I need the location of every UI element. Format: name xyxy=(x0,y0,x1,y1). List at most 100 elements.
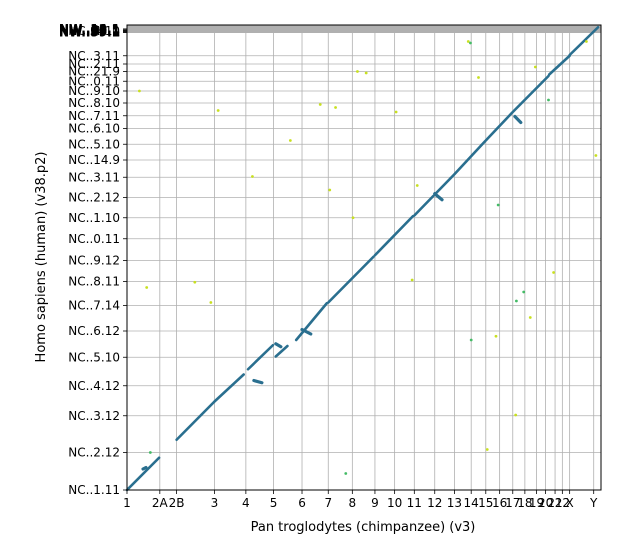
alignment-point xyxy=(477,76,480,79)
alignment-segment xyxy=(568,25,600,57)
x-tick-label: 22 xyxy=(555,496,570,510)
contig-label: NW..86.1 xyxy=(59,24,120,38)
x-tick-label: 2B xyxy=(169,496,185,510)
alignment-point xyxy=(466,40,470,43)
y-tick-label: NC..7.14 xyxy=(68,299,120,313)
alignment-point xyxy=(344,472,348,475)
alignment-point xyxy=(251,175,254,178)
alignment-point xyxy=(328,188,332,192)
y-tick-label: NC..2.12 xyxy=(68,191,120,205)
alignment-segment xyxy=(175,400,216,442)
alignment-point xyxy=(533,65,537,69)
alignment-segment xyxy=(274,344,289,358)
alignment-point xyxy=(469,41,472,45)
x-tick-label: 14 xyxy=(464,496,479,510)
x-tick-label: 19 xyxy=(529,496,544,510)
x-tick-label: 5 xyxy=(270,496,278,510)
alignment-point xyxy=(288,139,292,142)
inversion-segment xyxy=(141,465,148,471)
alignment-segment xyxy=(453,139,487,176)
y-tick-label: NC..0.11 xyxy=(68,232,120,246)
alignment-point xyxy=(485,448,489,451)
x-tick-label: 15 xyxy=(478,496,493,510)
alignment-segment xyxy=(125,456,161,492)
inversion-segment xyxy=(274,342,283,349)
alignment-segment xyxy=(484,111,514,142)
alignment-point xyxy=(469,338,473,342)
alignment-point xyxy=(410,278,414,282)
inversion-segment xyxy=(300,327,313,336)
y-tick-label: NC..3.12 xyxy=(68,409,120,423)
x-tick-label: X xyxy=(566,496,574,510)
x-tick-label: 2A xyxy=(152,496,169,510)
alignment-segment xyxy=(213,373,245,403)
x-tick-label: 7 xyxy=(324,496,332,510)
alignment-segment xyxy=(246,343,275,371)
contig-label: NW..14.1 xyxy=(59,22,120,36)
alignment-segment xyxy=(511,74,550,114)
alignment-segment xyxy=(547,54,571,76)
x-tick-label: 11 xyxy=(407,496,422,510)
alignment-point xyxy=(496,203,500,207)
y-tick-label: NC..1.11 xyxy=(68,483,120,497)
alignment-point xyxy=(522,290,526,294)
x-tick-label: 9 xyxy=(371,496,379,510)
x-tick-label: 17 xyxy=(505,496,520,510)
x-tick-label: 10 xyxy=(387,496,402,510)
grid-layer xyxy=(126,25,601,491)
alignment-point xyxy=(515,299,518,303)
alignment-points xyxy=(137,40,598,475)
y-tick-label: NC..6.10 xyxy=(68,122,120,136)
alignment-segment xyxy=(433,173,455,196)
alignment-point xyxy=(394,110,398,114)
alignment-point xyxy=(209,301,213,304)
alignment-point xyxy=(145,286,149,289)
y-tick-label: NC..8.10 xyxy=(68,96,120,110)
y-tick-label: NC..4.12 xyxy=(68,379,120,393)
alignment-point xyxy=(351,216,355,220)
contig-label: NW..97.1 xyxy=(59,26,120,40)
y-tick-label: NC..3.11 xyxy=(68,49,120,63)
alignment-point xyxy=(216,109,220,112)
alignment-point xyxy=(137,89,141,93)
inversion-segment xyxy=(433,192,444,202)
x-axis-label: Pan troglodytes (chimpanzee) (v3) xyxy=(251,520,476,535)
x-tick-label: 4 xyxy=(242,496,250,510)
alignment-point xyxy=(356,70,359,73)
x-tick-label: Y xyxy=(589,496,598,510)
y-tick-label: NC..4.10 xyxy=(68,24,120,38)
y-tick-label: NC..1.10 xyxy=(68,211,120,225)
alignment-point xyxy=(528,316,532,319)
y-tick-label: NC..8.11 xyxy=(68,275,120,289)
alignment-point xyxy=(334,106,337,109)
alignment-point xyxy=(594,154,598,157)
alignment-segment xyxy=(373,214,415,257)
alignment-point xyxy=(364,71,368,75)
contig-label: NW..08.1 xyxy=(59,23,120,37)
x-tick-label: 18 xyxy=(517,496,532,510)
y-tick-label: NC..2.12 xyxy=(68,446,120,460)
x-tick-label: 13 xyxy=(447,496,462,510)
x-tick-label: 8 xyxy=(349,496,357,510)
alignment-segment xyxy=(294,301,329,342)
y-tick-label: NC..14.9 xyxy=(68,153,120,167)
y-tick-label: NC..5.10 xyxy=(68,137,120,151)
inversion-segment xyxy=(513,114,523,125)
x-tick-label: 3 xyxy=(211,496,219,510)
alignment-segment xyxy=(413,194,435,217)
x-tick-label: 20 xyxy=(538,496,553,510)
alignment-point xyxy=(148,451,152,454)
inversion-segment xyxy=(252,378,264,385)
y-tick-label: NC..9.12 xyxy=(68,254,120,268)
y-tick-label: NC..3.11 xyxy=(68,170,120,184)
alignment-point xyxy=(552,271,555,274)
alignment-point xyxy=(494,334,498,338)
alignment-point xyxy=(193,280,197,284)
x-tick-label: 12 xyxy=(427,496,442,510)
alignment-point xyxy=(415,184,419,187)
alignment-segments xyxy=(125,25,600,492)
contig-label: NW..13.1 xyxy=(59,22,120,36)
alignment-point xyxy=(318,103,322,106)
top-contig-band: NW..13.1NW..08.1NW..86.1NW..97.1NW..14.1… xyxy=(59,22,601,40)
